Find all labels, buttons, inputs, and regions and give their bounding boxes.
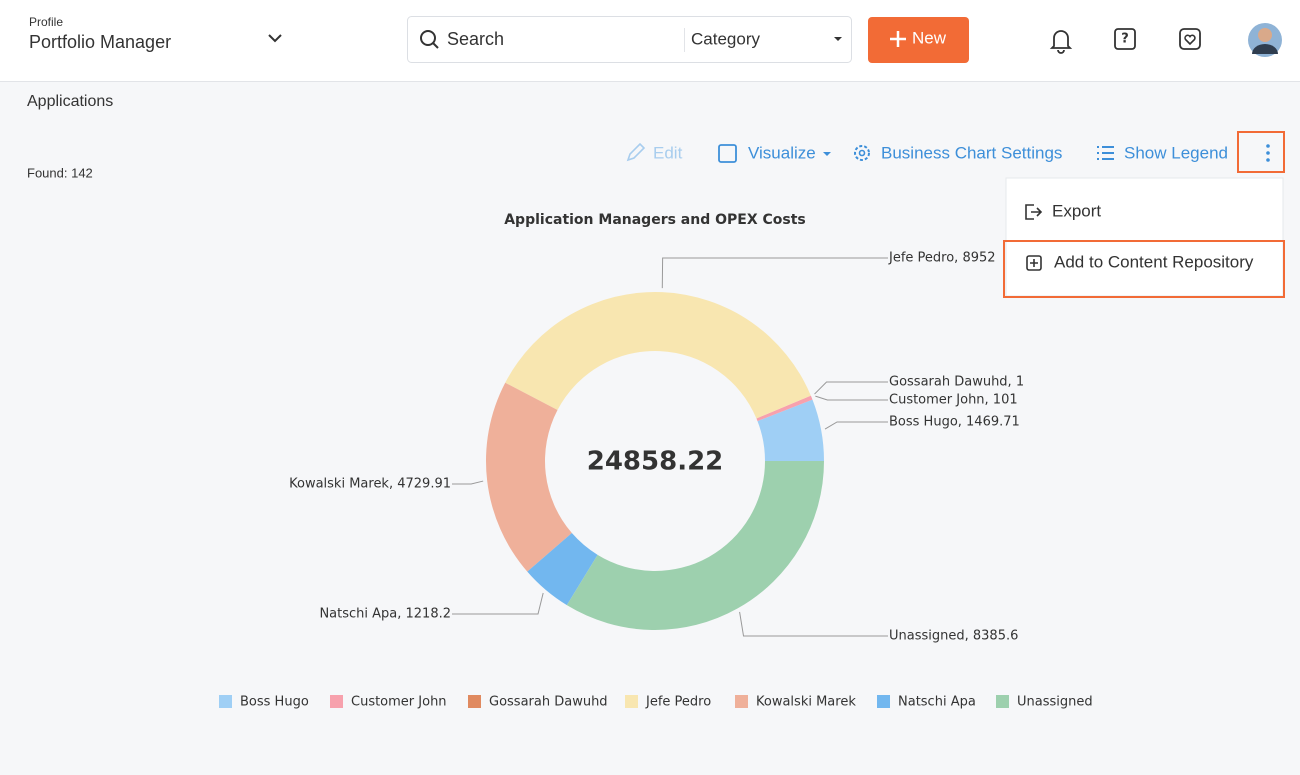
- donut-slice: [486, 382, 572, 572]
- profile-dropdown[interactable]: [268, 34, 282, 43]
- legend-icon: [1097, 146, 1114, 160]
- legend-label: Boss Hugo: [240, 695, 309, 710]
- data-label: Unassigned, 8385.6: [889, 629, 1018, 644]
- avatar-body: [1252, 44, 1278, 54]
- chart-title: Application Managers and OPEX Costs: [504, 212, 806, 228]
- context-menu: [1005, 177, 1284, 297]
- menu-item[interactable]: Add to Content Repository: [1054, 252, 1254, 271]
- legend-swatch: [735, 695, 748, 708]
- data-label: Jefe Pedro, 8952: [888, 251, 996, 266]
- chart-settings-button[interactable]: Business Chart Settings: [881, 143, 1062, 162]
- legend-label: Unassigned: [1017, 695, 1093, 710]
- legend-label: Gossarah Dawuhd: [489, 695, 608, 710]
- profile-label: Profile: [29, 15, 63, 29]
- leader-line: [452, 592, 544, 615]
- donut-total: 24858.22: [587, 447, 724, 477]
- legend: Boss Hugo Customer John Gossarah Dawuhd Jef…: [219, 695, 1093, 710]
- legend-swatch: [330, 695, 343, 708]
- settings-icon: [854, 145, 870, 161]
- add-icon: [1026, 255, 1042, 271]
- favorites-heart: [1184, 34, 1196, 46]
- donut-slice: [566, 461, 824, 630]
- notifications-icon[interactable]: [1049, 30, 1073, 54]
- new-button[interactable]: [868, 17, 969, 63]
- leader-line: [739, 611, 888, 637]
- more-button[interactable]: [1237, 131, 1285, 173]
- profile-name[interactable]: Portfolio Manager: [29, 32, 171, 52]
- avatar-face: [1258, 28, 1272, 42]
- leader-line: [815, 395, 888, 401]
- edit-button[interactable]: Edit: [653, 143, 683, 162]
- search-box[interactable]: [407, 16, 852, 63]
- data-label: Boss Hugo, 1469.71: [889, 415, 1020, 430]
- visualize-button[interactable]: Visualize: [748, 143, 816, 162]
- legend-label: Kowalski Marek: [756, 695, 856, 710]
- legend-label: Jefe Pedro: [645, 695, 711, 710]
- legend-label: Natschi Apa: [898, 695, 976, 710]
- menu-item-highlight: [1003, 240, 1285, 298]
- search-icon-handle: [432, 42, 439, 49]
- edit-icon: [626, 142, 646, 162]
- data-label: Customer John, 101: [889, 393, 1018, 408]
- new-plus: [890, 31, 906, 47]
- export-icon: [1025, 204, 1043, 220]
- show-legend-button[interactable]: Show Legend: [1124, 143, 1228, 162]
- leader-line: [452, 480, 484, 485]
- leader-line: [661, 257, 888, 289]
- legend-swatch: [996, 695, 1009, 708]
- leader-line: [814, 381, 888, 395]
- data-label: Natschi Apa, 1218.2: [319, 607, 451, 622]
- legend-swatch: [877, 695, 890, 708]
- legend-swatch: [219, 695, 232, 708]
- new-button-label[interactable]: New: [912, 28, 947, 47]
- visualize-caret: [823, 152, 831, 156]
- legend-label: Customer John: [351, 695, 447, 710]
- help-icon[interactable]: [1114, 28, 1136, 50]
- donut-slice: [756, 395, 813, 422]
- legend-swatch: [468, 695, 481, 708]
- more-dot: [1266, 151, 1270, 155]
- category-caret: [834, 37, 842, 41]
- search-input[interactable]: Search: [447, 29, 504, 49]
- found-count: Found: 142: [27, 165, 93, 180]
- favorites-icon[interactable]: [1179, 28, 1201, 50]
- donut-chart: Boss Hugo, 1469.71 Customer John, 101 Goss…: [289, 251, 1024, 644]
- leader-line: [824, 421, 888, 430]
- legend-swatch: [625, 695, 638, 708]
- add-icon-plus: [1030, 259, 1038, 267]
- menu-item[interactable]: Export: [1052, 201, 1101, 220]
- donut-slice: [756, 395, 811, 419]
- more-dot: [1266, 144, 1270, 148]
- donut-slice: [505, 291, 811, 419]
- help-glyph: ?: [1121, 32, 1129, 47]
- donut-slice: [757, 399, 824, 461]
- visualize-icon: [718, 144, 737, 163]
- data-label: Gossarah Dawuhd, 1: [889, 375, 1024, 390]
- more-dot: [1266, 158, 1270, 162]
- search-icon: [420, 30, 436, 46]
- settings-icon-core: [858, 149, 866, 157]
- category-select[interactable]: Category: [691, 29, 760, 48]
- donut-slice: [527, 533, 598, 606]
- data-label: Kowalski Marek, 4729.91: [289, 477, 451, 492]
- page-title: Applications: [27, 93, 113, 110]
